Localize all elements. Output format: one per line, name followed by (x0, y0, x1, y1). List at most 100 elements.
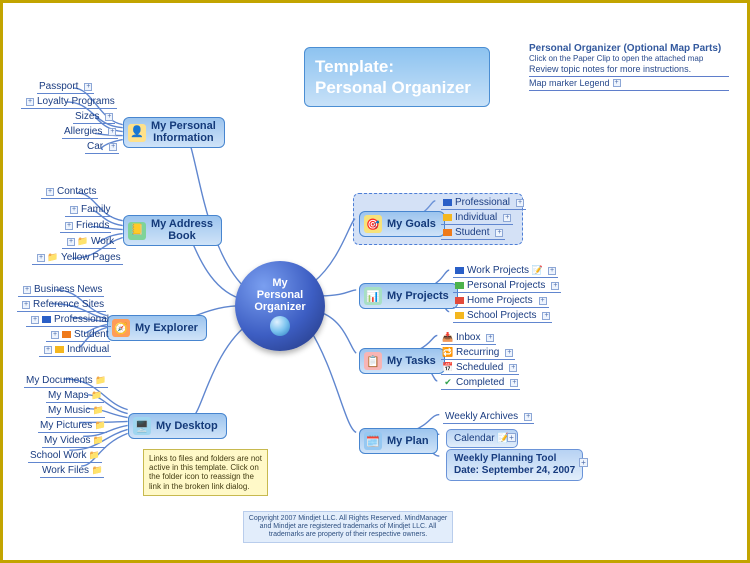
leaf-mymaps[interactable]: My Maps📁 (46, 390, 104, 403)
branch-label: My PersonalInformation (151, 121, 216, 144)
branch-projects[interactable]: 📊 My Projects (359, 283, 458, 309)
folder-icon: 📁 (92, 466, 102, 476)
leaf-goal-prof[interactable]: Professional+ (441, 197, 526, 210)
branch-tasks[interactable]: 📋 My Tasks (359, 348, 445, 374)
leaf-work[interactable]: +📁Work (62, 236, 116, 249)
expand-icon[interactable]: + (503, 214, 511, 222)
expand-icon[interactable]: + (109, 143, 117, 151)
expand-icon[interactable]: + (105, 113, 113, 121)
flag-icon (455, 297, 464, 304)
branch-personal-info[interactable]: 👤 My PersonalInformation (123, 117, 225, 148)
expand-icon[interactable]: + (26, 98, 34, 106)
leaf-completed[interactable]: ✔Completed+ (441, 377, 520, 390)
expand-icon[interactable]: + (108, 128, 116, 136)
expand-icon[interactable]: + (22, 301, 30, 309)
expand-icon[interactable]: + (44, 346, 52, 354)
leaf-schoolproj[interactable]: School Projects+ (453, 310, 552, 323)
expand-icon[interactable]: + (539, 297, 547, 305)
leaf-passport[interactable]: Passport+ (37, 81, 94, 94)
leaf-scheduled[interactable]: 📅Scheduled+ (441, 362, 519, 375)
info-title: Personal Organizer (Optional Map Parts) (529, 43, 729, 54)
expand-icon[interactable]: + (507, 433, 516, 442)
leaf-mymusic[interactable]: My Music📁 (46, 405, 105, 418)
hub-node[interactable]: My Personal Organizer (235, 261, 325, 351)
expand-icon[interactable]: + (23, 286, 31, 294)
branch-goals[interactable]: 🎯 My Goals (359, 211, 445, 237)
leaf-recurring[interactable]: 🔁Recurring+ (441, 347, 515, 360)
branch-label: My Explorer (135, 322, 198, 334)
leaf-refsites[interactable]: +Reference Sites (17, 299, 106, 312)
branch-desktop[interactable]: 🖥️ My Desktop (128, 413, 227, 439)
expand-icon[interactable]: + (509, 364, 517, 372)
person-icon: 👤 (128, 124, 146, 142)
folder-icon: 📁 (48, 253, 58, 263)
leaf-student[interactable]: +Student (46, 329, 110, 342)
leaf-sizes[interactable]: Sizes+ (73, 111, 115, 124)
branch-plan[interactable]: 🗓️ My Plan (359, 428, 438, 454)
globe-icon (270, 316, 290, 336)
expand-icon[interactable]: + (31, 316, 39, 324)
expand-icon[interactable]: + (70, 206, 78, 214)
branch-address-book[interactable]: 📒 My AddressBook (123, 215, 222, 246)
expand-icon[interactable]: + (524, 413, 532, 421)
leaf-goal-stu[interactable]: Student+ (441, 227, 505, 240)
expand-icon[interactable]: + (65, 222, 73, 230)
leaf-professional[interactable]: +Professional (26, 314, 111, 327)
leaf-contacts[interactable]: +Contacts (41, 186, 98, 199)
leaf-allergies[interactable]: Allergies+ (62, 126, 118, 139)
leaf-family[interactable]: +Family (65, 204, 112, 217)
hub-line2: Personal (257, 289, 303, 301)
leaf-individual[interactable]: +Individual (39, 344, 111, 357)
expand-icon[interactable]: + (551, 282, 559, 290)
leaf-inbox[interactable]: 📥Inbox+ (441, 332, 496, 345)
branch-explorer[interactable]: 🧭 My Explorer (107, 315, 207, 341)
tasks-icon: 📋 (364, 352, 382, 370)
flag-icon (455, 267, 464, 274)
tool-line1: Weekly Planning Tool (454, 453, 575, 465)
expand-icon[interactable]: + (548, 267, 556, 275)
folder-icon: 📁 (93, 406, 103, 416)
expand-icon[interactable]: + (37, 254, 45, 262)
folder-icon: 📁 (96, 376, 106, 386)
expand-icon[interactable]: + (46, 188, 54, 196)
info-line-legend[interactable]: Map marker Legend + (529, 77, 729, 91)
flag-icon (443, 214, 452, 221)
leaf-schoolwork[interactable]: School Work📁 (28, 450, 102, 463)
info-line-review[interactable]: Review topic notes for more instructions… (529, 63, 729, 77)
projects-icon: 📊 (364, 287, 382, 305)
leaf-biznews[interactable]: +Business News (18, 284, 104, 297)
leaf-mydocs[interactable]: My Documents📁 (24, 375, 108, 388)
leaf-car[interactable]: Car+ (85, 141, 119, 154)
leaf-workfiles[interactable]: Work Files📁 (40, 465, 104, 478)
leaf-archives[interactable]: Weekly Archives+ (443, 411, 534, 424)
folder-icon: 📁 (95, 421, 105, 431)
expand-icon[interactable]: + (51, 331, 59, 339)
leaf-goal-ind[interactable]: Individual+ (441, 212, 513, 225)
leaf-workproj[interactable]: Work Projects📝+ (453, 265, 558, 278)
expand-icon[interactable]: + (613, 79, 621, 87)
expand-icon[interactable]: + (505, 349, 513, 357)
leaf-myvids[interactable]: My Videos📁 (42, 435, 106, 448)
expand-icon[interactable]: + (542, 312, 550, 320)
leaf-loyalty[interactable]: +Loyalty Programs (21, 96, 117, 109)
branch-label: My Desktop (156, 420, 218, 432)
leaf-friends[interactable]: +Friends (60, 220, 111, 233)
hub-line1: My (272, 277, 287, 289)
callout-note: Links to files and folders are not activ… (143, 449, 268, 496)
leaf-mypics[interactable]: My Pictures📁 (38, 420, 107, 433)
calendar-icon: 📅 (443, 363, 453, 373)
leaf-yellowpages[interactable]: +📁Yellow Pages (32, 252, 123, 265)
leaf-persproj[interactable]: Personal Projects+ (453, 280, 561, 293)
leaf-homeproj[interactable]: Home Projects+ (453, 295, 549, 308)
expand-icon[interactable]: + (495, 229, 503, 237)
expand-icon[interactable]: + (579, 458, 588, 467)
tool-line2: Date: September 24, 2007 (454, 465, 575, 477)
expand-icon[interactable]: + (67, 238, 75, 246)
branch-label: My Tasks (387, 355, 436, 367)
folder-icon: 📁 (92, 391, 102, 401)
expand-icon[interactable]: + (84, 83, 92, 91)
expand-icon[interactable]: + (486, 334, 494, 342)
subbox-planning-tool[interactable]: Weekly Planning Tool Date: September 24,… (446, 449, 583, 481)
expand-icon[interactable]: + (510, 379, 518, 387)
expand-icon[interactable]: + (516, 199, 524, 207)
